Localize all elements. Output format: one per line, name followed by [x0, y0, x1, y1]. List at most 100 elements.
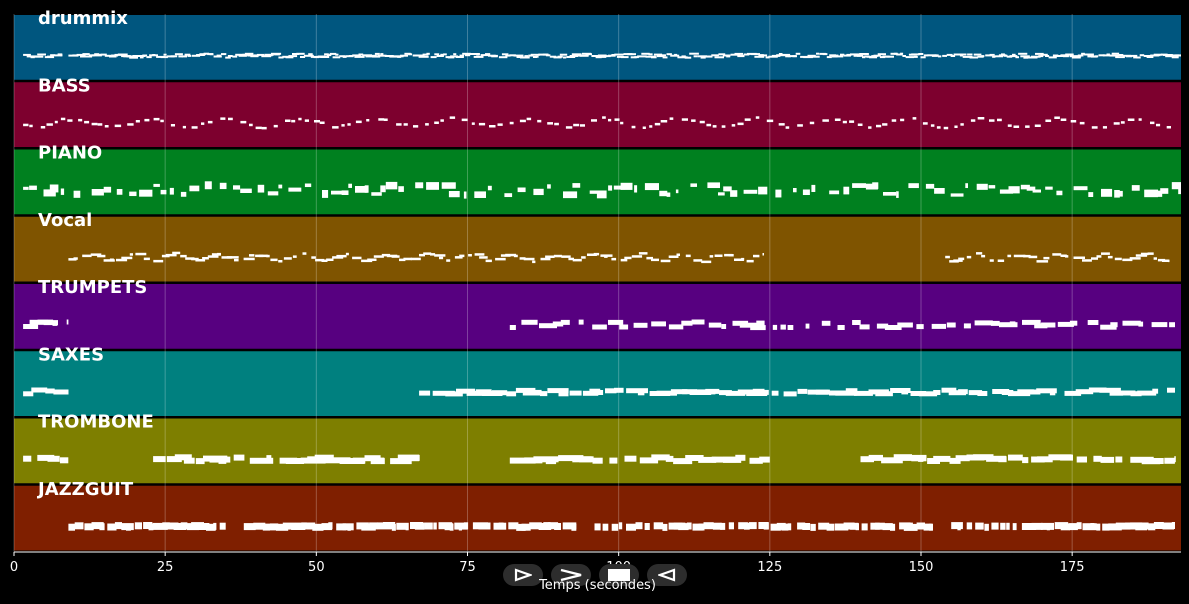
note: [23, 391, 34, 397]
note: [116, 258, 128, 262]
note: [857, 123, 863, 126]
note: [989, 119, 995, 122]
note: [142, 54, 148, 57]
note: [183, 457, 195, 464]
note: [74, 522, 84, 530]
note: [273, 124, 278, 128]
note: [1122, 320, 1141, 326]
note: [1137, 390, 1157, 396]
note: [637, 55, 647, 58]
note: [626, 388, 648, 394]
note: [660, 120, 668, 123]
note: [1035, 52, 1044, 55]
note: [479, 256, 488, 259]
note: [117, 53, 128, 56]
note: [594, 523, 601, 531]
rewind-button[interactable]: [647, 564, 687, 586]
fast-forward-icon: [560, 568, 582, 582]
note: [959, 54, 964, 57]
note: [162, 522, 170, 530]
note: [1048, 56, 1057, 59]
note: [202, 257, 209, 260]
note: [766, 119, 774, 123]
note: [160, 119, 164, 123]
note: [692, 523, 703, 531]
fast-forward-button[interactable]: [551, 564, 591, 586]
note: [1169, 322, 1175, 328]
x-tick-label: 0: [10, 560, 18, 575]
note: [743, 189, 758, 194]
note: [341, 124, 345, 127]
note: [304, 119, 309, 122]
note: [646, 256, 653, 260]
note: [675, 189, 679, 194]
note: [377, 54, 387, 57]
note: [1071, 56, 1081, 59]
x-tick-label: 25: [157, 560, 174, 575]
note: [383, 522, 396, 529]
note: [219, 182, 227, 190]
note: [890, 388, 911, 393]
note: [1041, 322, 1056, 328]
note: [184, 53, 191, 56]
note: [160, 56, 168, 59]
note: [43, 189, 56, 197]
note: [403, 123, 408, 126]
note: [540, 391, 548, 397]
note: [948, 390, 966, 396]
note: [572, 258, 582, 262]
note: [741, 257, 745, 261]
note: [811, 55, 820, 58]
note: [23, 186, 29, 190]
note: [965, 183, 968, 189]
note: [1013, 125, 1020, 128]
note: [203, 52, 210, 55]
note: [1087, 55, 1095, 58]
note: [97, 254, 106, 258]
note: [1119, 190, 1123, 197]
note: [1006, 522, 1010, 530]
track-notes: [23, 387, 1175, 397]
note: [676, 253, 680, 256]
note: [1009, 55, 1018, 58]
note: [974, 320, 993, 326]
note: [1074, 55, 1082, 58]
note: [46, 123, 53, 126]
play-button[interactable]: [503, 564, 543, 586]
note: [875, 522, 880, 530]
note: [730, 190, 738, 197]
note: [322, 190, 329, 198]
note: [849, 120, 855, 123]
note: [542, 53, 549, 56]
note: [718, 53, 726, 56]
note: [746, 259, 754, 263]
note: [459, 254, 465, 258]
note: [763, 522, 769, 530]
note: [1073, 186, 1088, 191]
note: [458, 523, 462, 531]
note: [30, 56, 35, 59]
track-saxes: SAXES: [14, 344, 1181, 416]
note: [491, 55, 498, 58]
note: [840, 53, 845, 56]
note: [127, 123, 134, 126]
note: [540, 257, 551, 261]
note: [547, 388, 569, 394]
note: [997, 118, 1002, 122]
note: [776, 54, 786, 57]
note: [807, 54, 816, 57]
note: [116, 189, 123, 195]
note: [104, 125, 109, 128]
note: [543, 522, 551, 530]
note: [1021, 523, 1037, 530]
note: [816, 52, 820, 55]
note: [802, 189, 810, 196]
note: [837, 325, 845, 330]
note: [693, 259, 703, 262]
note: [1115, 522, 1131, 530]
note: [445, 391, 463, 397]
stop-button[interactable]: [599, 564, 639, 586]
note: [523, 257, 535, 261]
note: [923, 523, 932, 531]
